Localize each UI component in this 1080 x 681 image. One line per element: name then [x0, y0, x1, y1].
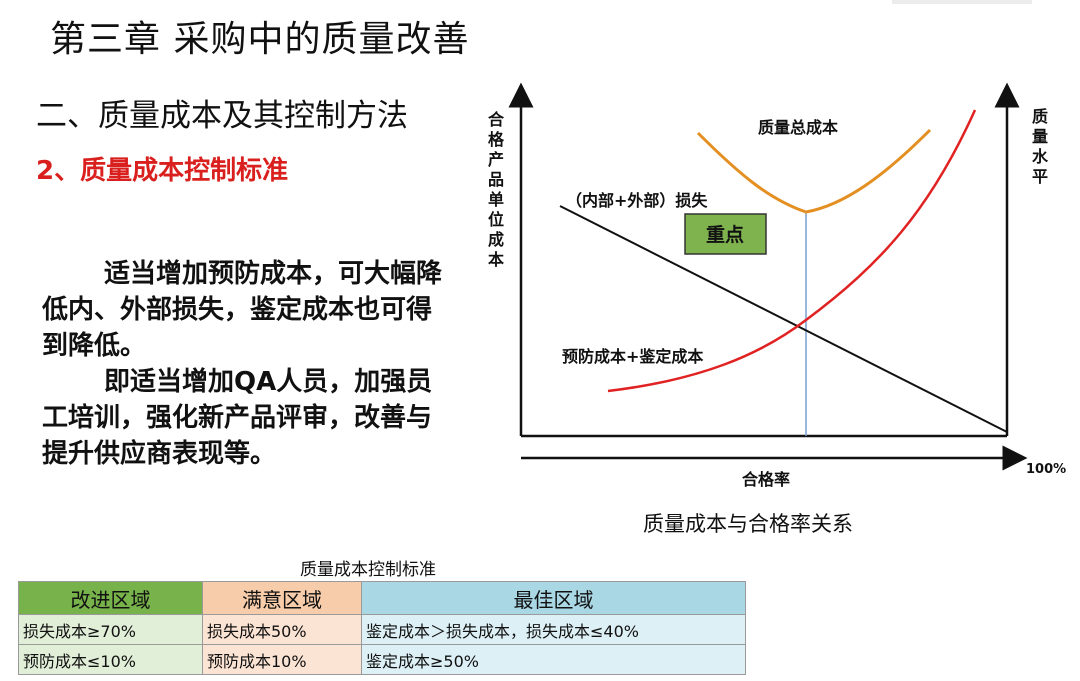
- prevention-curve-label: 预防成本+鉴定成本: [562, 347, 703, 366]
- loss-curve: [559, 205, 1008, 433]
- loss-curve-label: （内部+外部）损失: [566, 191, 708, 210]
- total-cost-label: 质量总成本: [758, 118, 838, 137]
- table-cell: 鉴定成本＞损失成本，损失成本≤40%: [361, 614, 746, 645]
- x-axis-label: 合格率: [742, 470, 790, 489]
- header-satisfied-zone: 满意区域: [202, 581, 362, 615]
- prevention-cost-curve: [607, 109, 977, 393]
- body-text: 适当增加预防成本，可大幅降低内、外部损失，鉴定成本也可得到降低。 即适当增加QA…: [42, 256, 457, 472]
- table-header-row: 改进区域 满意区域 最佳区域: [18, 581, 746, 615]
- table-cell: 鉴定成本≥50%: [361, 644, 746, 675]
- focus-box-label: 重点: [706, 224, 744, 246]
- section-heading: 二、质量成本及其控制方法: [36, 98, 408, 134]
- y-left-label: 合格产品单位成本: [488, 110, 505, 269]
- table-cell: 预防成本10%: [202, 644, 362, 675]
- x-axis-end-label: 100%: [1026, 462, 1066, 477]
- header-best-zone: 最佳区域: [361, 581, 746, 615]
- top-edge-bar: [892, 0, 1032, 4]
- sub-heading: 2、质量成本控制标准: [36, 156, 289, 186]
- table-title: 质量成本控制标准: [300, 560, 436, 580]
- body-paragraph-2: 即适当增加QA人员，加强员工培训，强化新产品评审，改善与提升供应商表现等。: [42, 367, 433, 469]
- chart-caption: 质量成本与合格率关系: [643, 512, 853, 536]
- table-row: 损失成本≥70% 损失成本50% 鉴定成本＞损失成本，损失成本≤40%: [18, 614, 746, 645]
- page-title: 第三章 采购中的质量改善: [50, 19, 470, 60]
- total-cost-curve: [696, 128, 932, 214]
- table-row: 预防成本≤10% 预防成本10% 鉴定成本≥50%: [18, 644, 746, 675]
- table-cell: 预防成本≤10%: [18, 644, 203, 675]
- quality-cost-standard-table: 改进区域 满意区域 最佳区域 损失成本≥70% 损失成本50% 鉴定成本＞损失成…: [18, 581, 746, 675]
- focus-box: [684, 213, 767, 255]
- table-cell: 损失成本50%: [202, 614, 362, 645]
- y-right-label: 质量水平: [1032, 107, 1049, 186]
- body-paragraph-1: 适当增加预防成本，可大幅降低内、外部损失，鉴定成本也可得到降低。: [42, 259, 443, 361]
- table-cell: 损失成本≥70%: [18, 614, 203, 645]
- header-improve-zone: 改进区域: [18, 581, 203, 615]
